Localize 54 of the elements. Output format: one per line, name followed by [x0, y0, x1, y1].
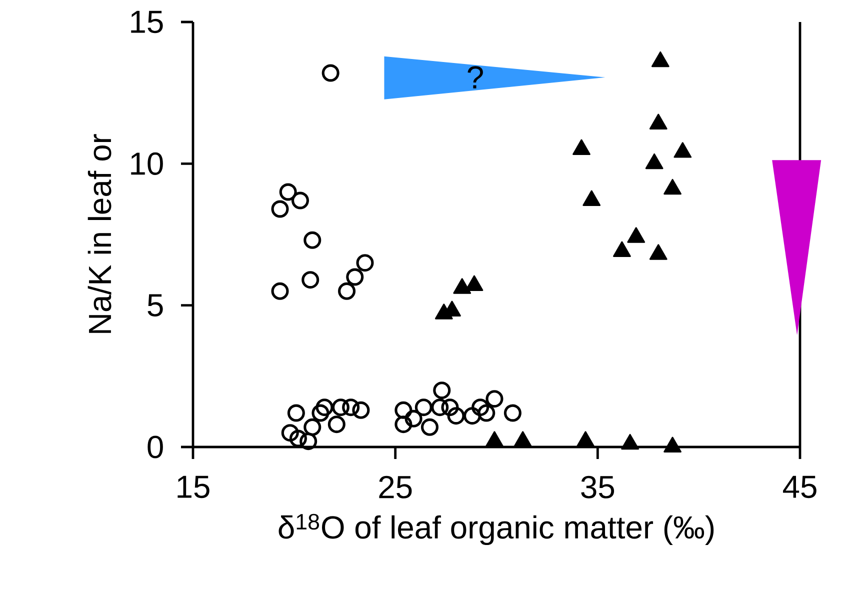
- point: [332, 398, 350, 416]
- point: [572, 139, 590, 155]
- point: [420, 418, 438, 436]
- x-tick-label: 15: [178, 476, 210, 498]
- y-tick-label: 0: [148, 436, 163, 458]
- point: [271, 282, 289, 300]
- point: [627, 227, 646, 243]
- point: [316, 398, 334, 416]
- point: [486, 390, 504, 408]
- point: [645, 153, 664, 170]
- point: [463, 407, 481, 425]
- point: [338, 282, 356, 300]
- point: [304, 418, 322, 436]
- point: [404, 410, 422, 428]
- point: [433, 382, 451, 400]
- point: [478, 404, 496, 422]
- x-tick-label: 25: [379, 476, 412, 498]
- y-tick-label: 10: [131, 152, 163, 175]
- point: [328, 416, 346, 434]
- x-tick-label: 35: [581, 476, 614, 498]
- point: [414, 398, 432, 416]
- point: [394, 416, 412, 434]
- point: [281, 424, 299, 442]
- point: [300, 432, 318, 450]
- point: [302, 271, 320, 289]
- point: [394, 401, 412, 419]
- point: [342, 398, 360, 416]
- point: [447, 407, 465, 425]
- point: [649, 244, 668, 260]
- point: [651, 51, 670, 68]
- point: [582, 190, 601, 206]
- point: [664, 178, 682, 195]
- y-axis-title: Na/K in leaf or: [88, 134, 112, 333]
- point: [472, 398, 490, 416]
- point: [289, 430, 307, 448]
- point: [613, 241, 631, 257]
- x-axis-title: δ$^{18}$O of leaf organic matter (‰): [278, 514, 714, 546]
- point: [453, 278, 472, 294]
- point: [441, 398, 459, 416]
- point: [304, 231, 322, 249]
- annotation: ?: [468, 66, 483, 88]
- point: [649, 114, 668, 130]
- point: [312, 404, 330, 422]
- y-tick-label: 15: [131, 10, 163, 34]
- x-tick-label: 45: [783, 476, 816, 498]
- point: [674, 142, 692, 158]
- point: [465, 275, 484, 291]
- point: [504, 404, 522, 422]
- point: [431, 398, 449, 416]
- point: [346, 268, 364, 286]
- point: [356, 254, 374, 272]
- point: [352, 401, 370, 419]
- y-tick-label: 5: [148, 294, 163, 316]
- point: [287, 404, 305, 422]
